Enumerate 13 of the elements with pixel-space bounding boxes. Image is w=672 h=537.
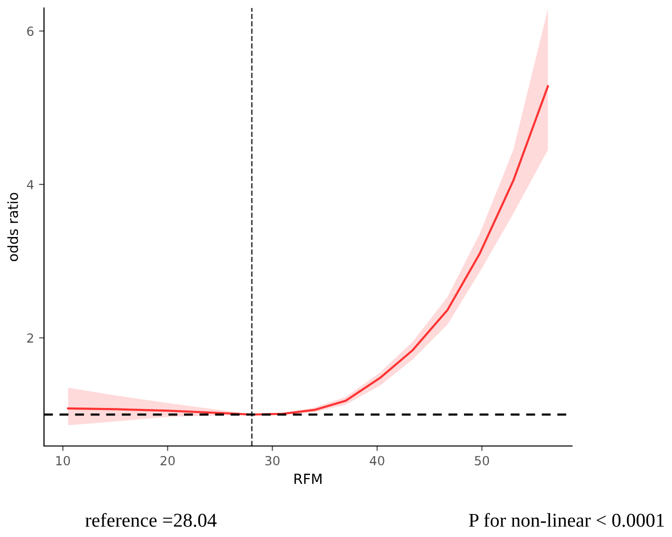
x-tick-label: 40 [370,456,384,466]
x-tick-label: 20 [160,456,175,466]
y-axis-title: odds ratio [7,192,18,262]
line-series [67,85,549,416]
y-tick-label: 4 [26,180,34,190]
x-tick-label: 50 [474,456,490,466]
y-tick-label: 2 [27,333,34,343]
text: reference =28.04 [85,512,217,527]
text: P for non-linear < 0.0001 [469,512,664,527]
x-tick-label: 30 [265,456,280,466]
y-tick-label: 6 [27,26,34,36]
x-axis-title: RFM [294,474,322,484]
x-tick-label: 10 [56,456,70,466]
